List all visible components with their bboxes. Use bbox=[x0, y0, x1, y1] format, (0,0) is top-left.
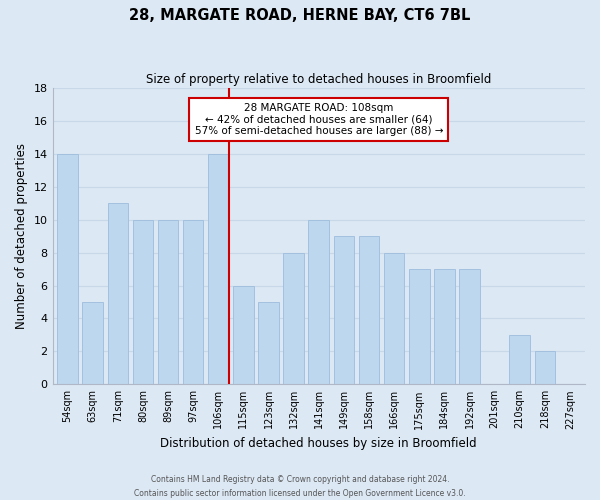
Bar bbox=[384, 252, 404, 384]
Bar bbox=[459, 269, 480, 384]
Bar bbox=[334, 236, 354, 384]
Bar bbox=[133, 220, 153, 384]
Title: Size of property relative to detached houses in Broomfield: Size of property relative to detached ho… bbox=[146, 72, 491, 86]
Bar bbox=[208, 154, 229, 384]
Bar bbox=[107, 204, 128, 384]
Bar bbox=[283, 252, 304, 384]
Bar bbox=[509, 335, 530, 384]
Bar bbox=[359, 236, 379, 384]
Bar bbox=[308, 220, 329, 384]
Bar bbox=[58, 154, 78, 384]
Y-axis label: Number of detached properties: Number of detached properties bbox=[15, 143, 28, 329]
Bar bbox=[258, 302, 279, 384]
Text: 28 MARGATE ROAD: 108sqm
← 42% of detached houses are smaller (64)
57% of semi-de: 28 MARGATE ROAD: 108sqm ← 42% of detache… bbox=[194, 103, 443, 136]
Bar bbox=[233, 286, 254, 384]
Bar bbox=[183, 220, 203, 384]
Bar bbox=[82, 302, 103, 384]
Bar bbox=[434, 269, 455, 384]
Text: 28, MARGATE ROAD, HERNE BAY, CT6 7BL: 28, MARGATE ROAD, HERNE BAY, CT6 7BL bbox=[130, 8, 470, 22]
X-axis label: Distribution of detached houses by size in Broomfield: Distribution of detached houses by size … bbox=[160, 437, 477, 450]
Bar bbox=[535, 352, 555, 384]
Bar bbox=[409, 269, 430, 384]
Text: Contains HM Land Registry data © Crown copyright and database right 2024.
Contai: Contains HM Land Registry data © Crown c… bbox=[134, 476, 466, 498]
Bar bbox=[158, 220, 178, 384]
